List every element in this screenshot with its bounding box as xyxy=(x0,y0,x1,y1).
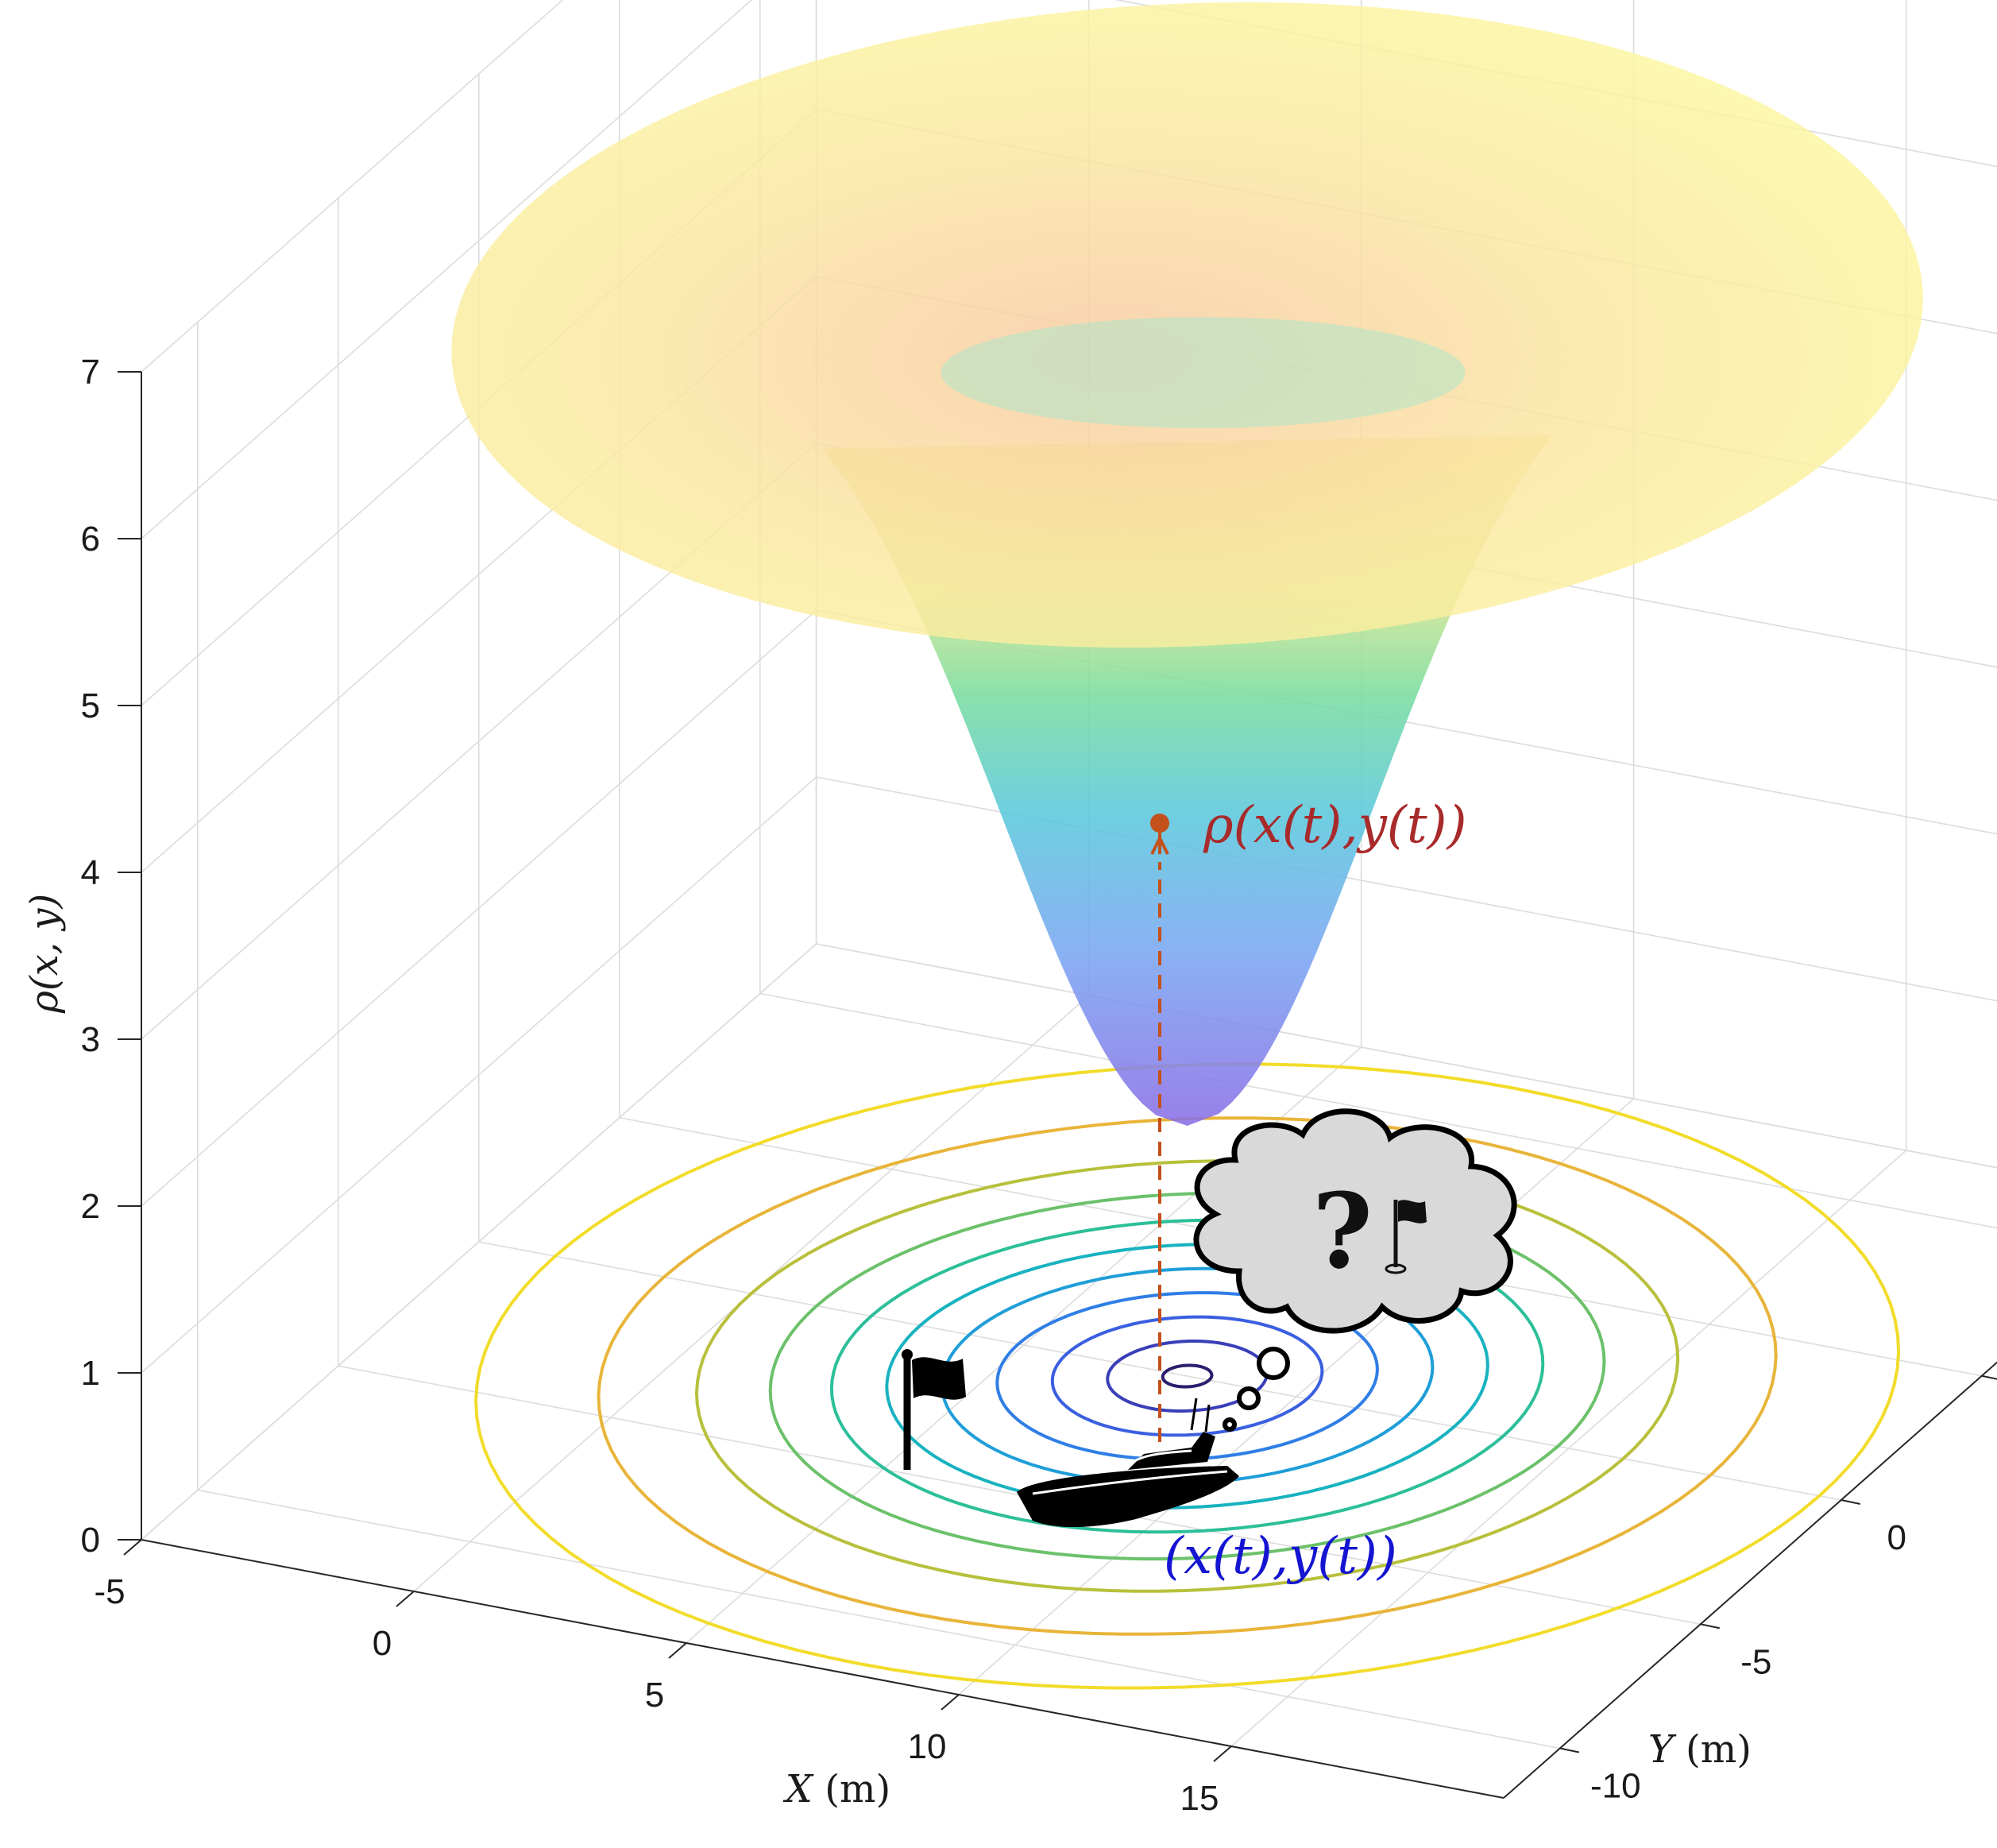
rho-annotation: ρ(x(t),y(t)) xyxy=(1203,796,1466,855)
y-axis-line xyxy=(1503,1361,1997,1799)
y-tick-label: -5 xyxy=(1740,1642,1771,1681)
x-axis-label: X (m) xyxy=(782,1767,890,1811)
wall-grid-line xyxy=(816,943,1997,1169)
x-tick-mark xyxy=(396,1591,415,1607)
z-tick-label: 5 xyxy=(81,686,100,725)
y-tick-mark xyxy=(1981,1374,1997,1380)
z-tick-label: 0 xyxy=(81,1521,100,1560)
x-tick-label: 0 xyxy=(373,1624,392,1663)
z-axis-label: ρ(x, y) xyxy=(22,894,67,1014)
wall-grid-line xyxy=(141,609,817,1207)
x-tick-mark xyxy=(1213,1746,1232,1762)
x-tick-mark xyxy=(123,1539,142,1556)
boat-icon xyxy=(1017,1398,1239,1528)
contour-lines xyxy=(474,1062,1901,1690)
wall-grid-line xyxy=(141,943,817,1541)
position-annotation: (x(t),y(t)) xyxy=(1164,1527,1397,1586)
thought-bubble: ? xyxy=(1193,1108,1517,1432)
z-tick-label: 7 xyxy=(81,353,100,392)
z-tick-label: 3 xyxy=(81,1020,100,1059)
y-axis-label: Y (m) xyxy=(1648,1727,1752,1772)
z-tick-label: 4 xyxy=(81,853,100,892)
x-tick-label: 5 xyxy=(645,1676,664,1715)
wall-grid-line xyxy=(141,0,564,373)
surface xyxy=(451,2,1923,1126)
thought-question-mark: ? xyxy=(1312,1170,1373,1292)
contour-ring xyxy=(694,1159,1680,1593)
floor-grid-line xyxy=(759,992,1997,1229)
rho-marker xyxy=(1150,814,1169,855)
x-tick-label: -5 xyxy=(94,1572,125,1611)
z-tick-label: 6 xyxy=(81,520,100,559)
y-tick-mark xyxy=(1700,1623,1721,1630)
x-axis-line xyxy=(141,1539,1505,1799)
x-tick-label: 15 xyxy=(1180,1779,1219,1818)
y-tick-label: 0 xyxy=(1887,1518,1906,1557)
x-tick-mark xyxy=(668,1642,687,1659)
z-tick-label: 2 xyxy=(81,1187,100,1226)
contour-ring xyxy=(1161,1363,1214,1389)
surface-throat xyxy=(941,317,1466,428)
contour-ring xyxy=(1050,1315,1324,1437)
x-tick-mark xyxy=(941,1694,960,1711)
y-tick-mark xyxy=(1841,1499,1861,1505)
thought-flag-icon xyxy=(1385,1200,1427,1274)
contour-ring xyxy=(1106,1340,1269,1413)
y-tick-label: -10 xyxy=(1590,1767,1641,1806)
contour-ring xyxy=(768,1191,1606,1561)
contour-ring xyxy=(597,1116,1778,1636)
flag-icon xyxy=(902,1349,966,1470)
contour-ring xyxy=(474,1062,1901,1690)
floor-grid-line xyxy=(197,1489,1560,1749)
z-tick-label: 1 xyxy=(81,1354,100,1393)
floor-grid-line xyxy=(1503,1361,1997,1799)
y-tick-mark xyxy=(1559,1747,1580,1753)
floor-grid-line xyxy=(478,1241,1841,1501)
wall-grid-line xyxy=(141,0,753,539)
x-tick-label: 10 xyxy=(908,1727,947,1766)
wall-grid-line xyxy=(141,776,817,1374)
